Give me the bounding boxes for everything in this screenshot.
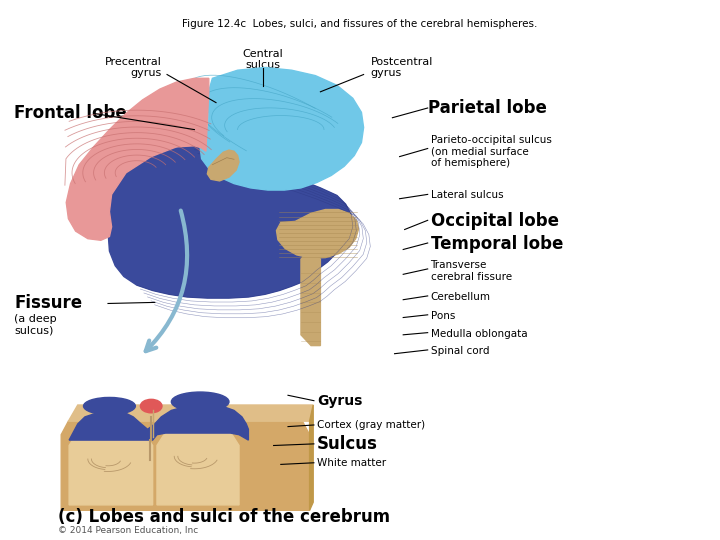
- Text: Central
sulcus: Central sulcus: [243, 49, 283, 70]
- Polygon shape: [301, 248, 320, 346]
- Ellipse shape: [171, 392, 229, 411]
- Polygon shape: [310, 405, 313, 510]
- Polygon shape: [61, 421, 310, 510]
- Polygon shape: [69, 405, 248, 440]
- Ellipse shape: [84, 397, 135, 415]
- Ellipse shape: [140, 400, 162, 413]
- Text: © 2014 Pearson Education, Inc: © 2014 Pearson Education, Inc: [58, 525, 198, 535]
- Text: Temporal lobe: Temporal lobe: [431, 235, 563, 253]
- Text: Sulcus: Sulcus: [317, 435, 378, 453]
- Polygon shape: [207, 150, 239, 181]
- Text: Pons: Pons: [431, 311, 455, 321]
- Text: Figure 12.4c  Lobes, sulci, and fissures of the cerebral hemispheres.: Figure 12.4c Lobes, sulci, and fissures …: [182, 19, 538, 29]
- Text: White matter: White matter: [317, 458, 386, 468]
- Text: Frontal lobe: Frontal lobe: [14, 104, 127, 123]
- Text: Postcentral
gyrus: Postcentral gyrus: [371, 57, 433, 78]
- Text: Fissure: Fissure: [14, 294, 83, 313]
- Text: (a deep
sulcus): (a deep sulcus): [14, 314, 57, 336]
- Text: Lateral sulcus: Lateral sulcus: [431, 191, 503, 200]
- Polygon shape: [68, 405, 313, 421]
- Text: Transverse
cerebral fissure: Transverse cerebral fissure: [431, 260, 512, 282]
- Text: Spinal cord: Spinal cord: [431, 346, 489, 356]
- Text: Precentral
gyrus: Precentral gyrus: [105, 57, 162, 78]
- Text: Cerebellum: Cerebellum: [431, 292, 490, 302]
- Polygon shape: [69, 432, 153, 505]
- Text: Gyrus: Gyrus: [317, 394, 362, 408]
- Text: Medulla oblongata: Medulla oblongata: [431, 329, 527, 339]
- Text: Parieto-occipital sulcus
(on medial surface
of hemisphere): Parieto-occipital sulcus (on medial surf…: [431, 134, 552, 168]
- Polygon shape: [200, 68, 364, 190]
- Polygon shape: [157, 432, 239, 505]
- Text: Occipital lobe: Occipital lobe: [431, 212, 559, 231]
- Polygon shape: [66, 78, 209, 240]
- Text: (c) Lobes and sulci of the cerebrum: (c) Lobes and sulci of the cerebrum: [58, 509, 390, 526]
- Polygon shape: [276, 210, 359, 258]
- Text: Cortex (gray matter): Cortex (gray matter): [317, 420, 425, 430]
- Polygon shape: [108, 146, 353, 298]
- Text: Parietal lobe: Parietal lobe: [428, 99, 547, 117]
